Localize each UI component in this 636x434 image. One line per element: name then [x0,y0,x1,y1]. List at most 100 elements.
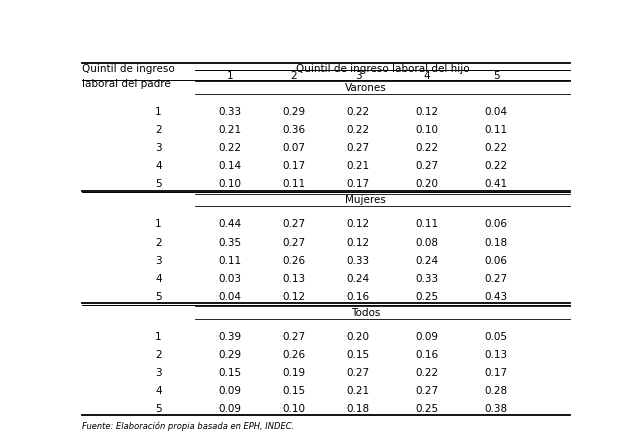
Text: 0.21: 0.21 [347,161,370,171]
Text: 0.22: 0.22 [485,143,508,153]
Text: 0.27: 0.27 [415,161,439,171]
Text: 1: 1 [226,71,233,81]
Text: 1: 1 [155,220,162,230]
Text: 0.41: 0.41 [485,179,508,189]
Text: 0.13: 0.13 [485,350,508,360]
Text: 5: 5 [155,292,162,302]
Text: 0.44: 0.44 [218,220,242,230]
Text: 0.03: 0.03 [218,273,241,284]
Text: 0.22: 0.22 [415,368,439,378]
Text: 0.09: 0.09 [415,332,438,342]
Text: 0.15: 0.15 [282,386,305,396]
Text: 0.19: 0.19 [282,368,305,378]
Text: 0.12: 0.12 [347,220,370,230]
Text: 0.21: 0.21 [218,125,242,135]
Text: 0.17: 0.17 [485,368,508,378]
Text: laboral del padre: laboral del padre [82,79,170,89]
Text: 1: 1 [155,107,162,117]
Text: 0.14: 0.14 [218,161,242,171]
Text: 0.12: 0.12 [415,107,439,117]
Text: Quintil de ingreso: Quintil de ingreso [82,64,175,74]
Text: Todos: Todos [350,308,380,318]
Text: 0.16: 0.16 [415,350,439,360]
Text: 5: 5 [493,71,499,81]
Text: 2: 2 [155,125,162,135]
Text: 5: 5 [155,404,162,414]
Text: 0.11: 0.11 [415,220,439,230]
Text: 0.22: 0.22 [347,107,370,117]
Text: 0.27: 0.27 [415,386,439,396]
Text: 3: 3 [155,256,162,266]
Text: 0.17: 0.17 [347,179,370,189]
Text: 0.27: 0.27 [282,332,305,342]
Text: 0.27: 0.27 [282,237,305,247]
Text: 0.17: 0.17 [282,161,305,171]
Text: 0.18: 0.18 [485,237,508,247]
Text: 2: 2 [155,237,162,247]
Text: 0.06: 0.06 [485,256,508,266]
Text: 0.28: 0.28 [485,386,508,396]
Text: 0.06: 0.06 [485,220,508,230]
Text: 0.27: 0.27 [347,368,370,378]
Text: 0.07: 0.07 [282,143,305,153]
Text: 0.18: 0.18 [347,404,370,414]
Text: 0.09: 0.09 [218,386,241,396]
Text: 1: 1 [155,332,162,342]
Text: 0.29: 0.29 [218,350,242,360]
Text: 3: 3 [355,71,361,81]
Text: 0.33: 0.33 [347,256,370,266]
Text: 0.24: 0.24 [347,273,370,284]
Text: 0.08: 0.08 [415,237,438,247]
Text: 4: 4 [424,71,431,81]
Text: 4: 4 [155,386,162,396]
Text: 0.11: 0.11 [218,256,242,266]
Text: 4: 4 [155,161,162,171]
Text: 0.05: 0.05 [485,332,508,342]
Text: 0.33: 0.33 [415,273,439,284]
Text: 0.35: 0.35 [218,237,242,247]
Text: Varones: Varones [345,83,386,93]
Text: 3: 3 [155,368,162,378]
Text: 0.20: 0.20 [347,332,370,342]
Text: 0.16: 0.16 [347,292,370,302]
Text: 0.11: 0.11 [485,125,508,135]
Text: 0.12: 0.12 [282,292,305,302]
Text: 0.11: 0.11 [282,179,305,189]
Text: 0.36: 0.36 [282,125,305,135]
Text: 0.43: 0.43 [485,292,508,302]
Text: 0.22: 0.22 [218,143,242,153]
Text: 0.20: 0.20 [415,179,438,189]
Text: 0.24: 0.24 [415,256,439,266]
Text: 0.13: 0.13 [282,273,305,284]
Text: 3: 3 [155,143,162,153]
Text: 0.27: 0.27 [485,273,508,284]
Text: 0.26: 0.26 [282,350,305,360]
Text: 0.38: 0.38 [485,404,508,414]
Text: 0.29: 0.29 [282,107,305,117]
Text: 0.26: 0.26 [282,256,305,266]
Text: 0.15: 0.15 [347,350,370,360]
Text: 0.22: 0.22 [415,143,439,153]
Text: 0.09: 0.09 [218,404,241,414]
Text: 2: 2 [155,350,162,360]
Text: 0.15: 0.15 [218,368,242,378]
Text: 0.10: 0.10 [282,404,305,414]
Text: 0.33: 0.33 [218,107,242,117]
Text: 0.25: 0.25 [415,404,439,414]
Text: 0.04: 0.04 [218,292,241,302]
Text: 0.27: 0.27 [347,143,370,153]
Text: 0.04: 0.04 [485,107,508,117]
Text: Quintil de ingreso laboral del hijo: Quintil de ingreso laboral del hijo [296,64,469,74]
Text: 0.22: 0.22 [347,125,370,135]
Text: 0.21: 0.21 [347,386,370,396]
Text: 0.10: 0.10 [218,179,241,189]
Text: 0.25: 0.25 [415,292,439,302]
Text: 5: 5 [155,179,162,189]
Text: 4: 4 [155,273,162,284]
Text: 0.22: 0.22 [485,161,508,171]
Text: 0.10: 0.10 [415,125,438,135]
Text: 0.39: 0.39 [218,332,242,342]
Text: Mujeres: Mujeres [345,195,386,205]
Text: 0.27: 0.27 [282,220,305,230]
Text: Fuente: Elaboración propia basada en EPH, INDEC.: Fuente: Elaboración propia basada en EPH… [82,421,294,431]
